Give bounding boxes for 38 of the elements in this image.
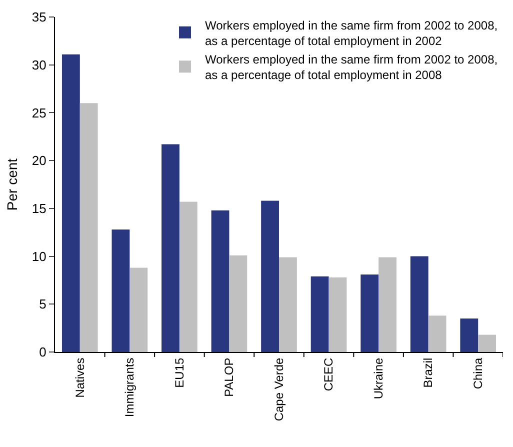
x-tick-label: China <box>471 357 486 390</box>
x-tick-label: EU15 <box>172 357 186 388</box>
legend-label: Workers employed in the same firm from 2002 to 2008, as a percentage of total employment in 2008 <box>205 52 498 82</box>
bar <box>378 257 396 352</box>
x-tick-label: Brazil <box>421 358 436 388</box>
bar <box>328 277 347 352</box>
bar <box>410 256 428 352</box>
y-tick-label: 30 <box>32 57 46 72</box>
bar <box>428 316 446 352</box>
y-tick-label: 15 <box>32 200 46 216</box>
bar <box>360 274 379 352</box>
bar <box>130 268 148 352</box>
legend-label: Workers employed in the same firm from 2002 to 2008, as a percentage of total employment in 2002 <box>205 18 498 48</box>
y-tick-label: 25 <box>32 105 46 120</box>
x-tick-label: CEEC <box>322 357 336 392</box>
y-tick-label: 5 <box>39 296 46 312</box>
bar <box>179 202 198 352</box>
bar <box>162 144 180 352</box>
y-axis-title: Per cent <box>4 158 20 211</box>
bar <box>310 276 329 352</box>
x-tick-label: PALOP <box>222 358 236 397</box>
bar <box>460 318 478 352</box>
x-tick-label: Ukraine <box>371 357 386 400</box>
y-tick-label: 35 <box>32 10 46 25</box>
y-tick-label: 0 <box>39 344 46 360</box>
bar <box>279 257 297 352</box>
x-tick-label: Immigrants <box>122 358 137 418</box>
bar <box>62 54 80 352</box>
x-tick-label: Natives <box>72 358 87 398</box>
bar <box>112 229 130 352</box>
y-tick-label: 20 <box>32 153 46 168</box>
bar <box>80 103 98 352</box>
x-tick-label: Cape Verde <box>272 357 286 422</box>
y-tick-label: 10 <box>32 248 46 264</box>
bar <box>478 334 496 352</box>
bar <box>211 210 230 352</box>
bar <box>229 255 248 352</box>
bar <box>261 200 279 352</box>
